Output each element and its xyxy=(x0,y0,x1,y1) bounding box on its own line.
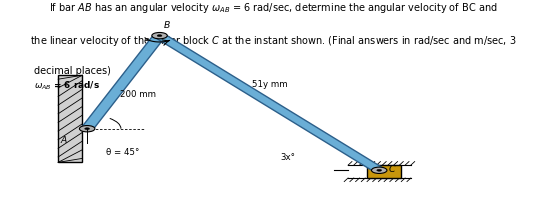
Text: C: C xyxy=(389,165,395,174)
Text: B: B xyxy=(163,21,170,30)
Circle shape xyxy=(377,169,382,171)
Bar xyxy=(367,165,401,178)
Text: the linear velocity of the slider block $C$ at the instant shown. (Final answers: the linear velocity of the slider block … xyxy=(30,34,516,48)
Text: 200 mm: 200 mm xyxy=(120,90,156,99)
Bar xyxy=(58,75,82,162)
Text: θ = 45°: θ = 45° xyxy=(106,148,140,157)
Circle shape xyxy=(371,167,387,173)
Text: If bar $AB$ has an angular velocity $\omega_{AB}$ = 6 rad/sec, determine the ang: If bar $AB$ has an angular velocity $\om… xyxy=(49,1,497,15)
Circle shape xyxy=(157,35,162,37)
Circle shape xyxy=(85,128,90,130)
Text: decimal places): decimal places) xyxy=(34,66,111,76)
Text: $\omega_{AB}$ = 6 rad/s: $\omega_{AB}$ = 6 rad/s xyxy=(34,79,100,92)
Circle shape xyxy=(152,32,167,39)
Text: A: A xyxy=(61,136,67,145)
Text: 51y mm: 51y mm xyxy=(252,80,287,89)
Text: 3x°: 3x° xyxy=(280,153,295,162)
Polygon shape xyxy=(81,35,165,129)
Circle shape xyxy=(79,126,95,132)
Polygon shape xyxy=(155,34,384,172)
